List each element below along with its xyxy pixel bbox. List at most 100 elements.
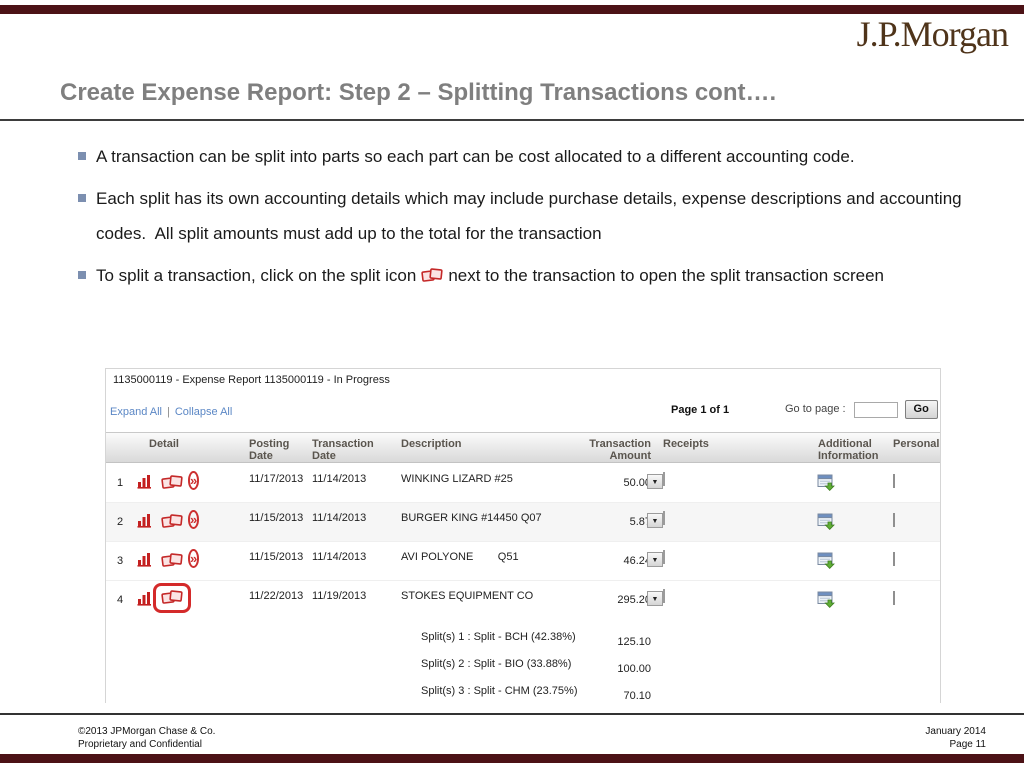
transaction-amount: 295.20 — [617, 594, 651, 606]
additional-information-icon[interactable] — [817, 512, 836, 534]
detail-chart-icon[interactable] — [137, 513, 152, 531]
col-header-transaction-amount: Transaction Amount — [589, 438, 651, 462]
transaction-amount: 5.87 — [629, 516, 651, 528]
personal-checkbox[interactable] — [893, 474, 895, 488]
split-icon[interactable] — [161, 474, 183, 494]
collapse-all-link[interactable]: Collapse All — [174, 406, 233, 418]
split-label: Split(s) 2 : Split - BIO (33.88%) — [421, 658, 572, 670]
dropdown-arrow-icon[interactable]: ▼ — [647, 552, 663, 567]
dropdown-arrow-icon[interactable]: ▼ — [647, 513, 663, 528]
split-icon — [421, 261, 443, 296]
transaction-date: 11/19/2013 — [312, 590, 367, 602]
dropdown-arrow-icon[interactable]: ▼ — [647, 591, 663, 606]
footer-confidential: Proprietary and Confidential — [78, 739, 202, 750]
transaction-date: 11/14/2013 — [312, 551, 367, 563]
page-status: Page 1 of 1 — [671, 404, 730, 416]
split-amount: 125.10 — [617, 636, 651, 648]
go-button[interactable]: Go — [904, 400, 938, 419]
col-header-receipts: Receipts — [663, 438, 709, 450]
split-detail-rows: Split(s) 1 : Split - BCH (42.38%) 125.10… — [106, 620, 940, 705]
bullet-list: A transaction can be split into parts so… — [60, 139, 990, 303]
bullet-text-3-before: To split a transaction, click on the spl… — [96, 266, 417, 285]
table-row-4: 4 11/22/2013 11/19/2013 STOKES EQUIPMENT… — [106, 581, 940, 620]
description: WINKING LIZARD #25 — [401, 473, 513, 485]
receipts-dropdown[interactable]: ▼ — [647, 511, 665, 528]
bullet-item-3: To split a transaction, click on the spl… — [60, 258, 990, 296]
link-separator: | — [166, 406, 170, 418]
dropdown-arrow-icon[interactable]: ▼ — [647, 474, 663, 489]
additional-information-icon[interactable] — [817, 473, 836, 495]
bullet-square-icon — [78, 152, 86, 160]
row-number: 4 — [117, 594, 124, 606]
transaction-date: 11/14/2013 — [312, 512, 367, 524]
table-body: 1 » 11/17/2013 11/14/2013 WINKING LIZARD… — [106, 464, 940, 705]
footer-page-number: Page 11 — [949, 739, 986, 750]
bullet-text-3: To split a transaction, click on the spl… — [96, 258, 976, 296]
transaction-amount: 50.00 — [623, 477, 651, 489]
detail-chart-icon[interactable] — [137, 474, 152, 492]
transaction-amount: 46.24 — [623, 555, 651, 567]
personal-checkbox[interactable] — [893, 513, 895, 527]
expand-chevron-icon[interactable]: » — [188, 471, 200, 490]
additional-information-icon[interactable] — [817, 590, 836, 612]
split-row-2: Split(s) 2 : Split - BIO (33.88%) 100.00 — [106, 651, 940, 678]
expand-collapse-links: Expand All | Collapse All — [110, 406, 232, 418]
split-label: Split(s) 1 : Split - BCH (42.38%) — [421, 631, 576, 643]
transaction-date: 11/14/2013 — [312, 473, 367, 485]
col-header-personal: Personal — [893, 438, 940, 450]
split-label: Split(s) 3 : Split - CHM (23.75%) — [421, 685, 578, 697]
goto-page-input[interactable] — [853, 401, 898, 418]
table-header-row: Detail Posting Date Transaction Date Des… — [106, 432, 940, 463]
description: STOKES EQUIPMENT CO — [401, 590, 534, 602]
bullet-item-2: Each split has its own accounting detail… — [60, 181, 990, 251]
receipts-dropdown[interactable]: ▼ — [647, 472, 665, 489]
col-header-detail: Detail — [149, 438, 179, 450]
bullet-text-3-after: next to the transaction to open the spli… — [448, 266, 884, 285]
chevron-double-right-icon[interactable]: » — [188, 549, 200, 568]
table-row-1: 1 » 11/17/2013 11/14/2013 WINKING LIZARD… — [106, 464, 940, 503]
expand-chevron-icon[interactable]: » — [188, 510, 200, 529]
split-amount: 100.00 — [617, 663, 651, 675]
split-icon[interactable] — [161, 513, 183, 533]
bullet-square-icon — [78, 194, 86, 202]
chevron-double-right-icon[interactable]: » — [188, 471, 200, 490]
goto-page-label: Go to page : — [785, 403, 846, 416]
col-header-additional-information: Additional Information — [818, 438, 879, 462]
posting-date: 11/15/2013 — [249, 551, 304, 563]
jpmorgan-logo: J.P.Morgan — [856, 14, 1009, 54]
table-row-3: 3 » 11/15/2013 11/14/2013 AVI POLYONE Q5… — [106, 542, 940, 581]
expand-chevron-icon[interactable]: » — [188, 549, 200, 568]
split-row-3: Split(s) 3 : Split - CHM (23.75%) 70.10 — [106, 678, 940, 705]
split-row-1: Split(s) 1 : Split - BCH (42.38%) 125.10 — [106, 624, 940, 651]
table-row-2: 2 » 11/15/2013 11/14/2013 BURGER KING #1… — [106, 503, 940, 542]
title-divider — [0, 119, 1024, 121]
split-icon-highlighted[interactable] — [153, 583, 191, 613]
additional-information-icon[interactable] — [817, 551, 836, 573]
expand-all-link[interactable]: Expand All — [110, 406, 162, 418]
split-amount: 70.10 — [623, 690, 651, 702]
receipts-dropdown[interactable]: ▼ — [647, 589, 665, 606]
col-header-posting-date: Posting Date — [249, 438, 290, 462]
detail-chart-icon[interactable] — [137, 552, 152, 570]
footer-copyright: ©2013 JPMorgan Chase & Co. — [78, 726, 216, 737]
detail-chart-icon[interactable] — [137, 591, 152, 609]
row-number: 1 — [117, 477, 124, 489]
bullet-item-1: A transaction can be split into parts so… — [60, 139, 990, 174]
description: AVI POLYONE Q51 — [401, 551, 519, 563]
receipts-dropdown[interactable]: ▼ — [647, 550, 665, 567]
personal-checkbox[interactable] — [893, 552, 895, 566]
footer-divider — [0, 713, 1024, 715]
posting-date: 11/17/2013 — [249, 473, 304, 485]
bottom-brand-bar — [0, 754, 1024, 763]
personal-checkbox[interactable] — [893, 591, 895, 605]
expense-report-screenshot: 1135000119 - Expense Report 1135000119 -… — [105, 368, 941, 705]
footer-date: January 2014 — [925, 726, 986, 737]
split-icon[interactable] — [161, 552, 183, 572]
posting-date: 11/22/2013 — [249, 590, 304, 602]
footer-right: January 2014 Page 11 — [925, 725, 986, 751]
posting-date: 11/15/2013 — [249, 512, 304, 524]
col-header-description: Description — [401, 438, 462, 450]
chevron-double-right-icon[interactable]: » — [188, 510, 200, 529]
row-number: 3 — [117, 555, 124, 567]
